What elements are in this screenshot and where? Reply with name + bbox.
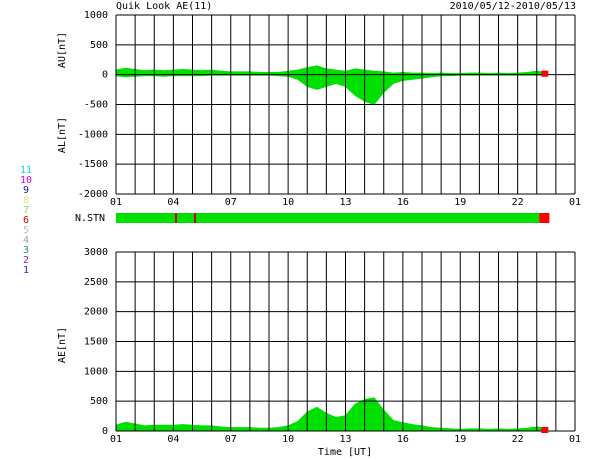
x-tick-label: 04 (167, 434, 179, 445)
x-tick-label: 07 (225, 434, 237, 445)
y-tick-label: 0 (102, 426, 108, 437)
y-tick-label: -2000 (78, 189, 108, 200)
station-dip (194, 213, 196, 223)
y-tick-label: 3000 (84, 247, 108, 258)
area (115, 74, 547, 105)
area (115, 397, 547, 432)
station-count: 6 (23, 215, 29, 226)
station-bar (116, 213, 550, 223)
latest-marker (541, 427, 549, 433)
station-count: 10 (20, 175, 32, 186)
y-tick-label: 2000 (84, 307, 108, 318)
y-tick-label: 1000 (84, 366, 108, 377)
latest-marker (541, 70, 549, 77)
x-tick-label: 19 (454, 197, 466, 208)
y-tick-label: -1000 (78, 129, 108, 140)
station-count: 1 (23, 265, 29, 276)
x-axis-label: Time [UT] (318, 447, 372, 458)
date-range: 2010/05/12-2010/05/13 (450, 1, 576, 12)
y-tick-label: 500 (90, 396, 108, 407)
y-axis-label: AU[nT] (57, 32, 68, 68)
station-count: 8 (23, 195, 29, 206)
x-tick-label: 10 (282, 434, 294, 445)
x-tick-label: 22 (512, 434, 524, 445)
x-tick-label: 22 (512, 197, 524, 208)
x-tick-label: 13 (339, 197, 351, 208)
station-drop (539, 213, 550, 223)
x-tick-label: 01 (110, 197, 122, 208)
chart-title: Quik Look AE(11) (116, 1, 212, 12)
y-tick-label: 0 (102, 70, 108, 81)
x-tick-label: 01 (569, 197, 581, 208)
x-tick-label: 07 (225, 197, 237, 208)
station-label: N.STN (75, 213, 105, 224)
y-tick-label: -1500 (78, 159, 108, 170)
x-tick-label: 04 (167, 197, 179, 208)
y-tick-label: 500 (90, 40, 108, 51)
x-tick-label: 19 (454, 434, 466, 445)
station-count: 2 (23, 255, 29, 266)
station-count: 4 (23, 235, 29, 246)
y-axis-label: AE[nT] (57, 327, 68, 363)
y-tick-label: 1000 (84, 10, 108, 21)
area (115, 65, 547, 75)
y-axis-label: AL[nT] (57, 117, 68, 153)
station-dip (175, 213, 177, 223)
station-count: 7 (23, 205, 29, 216)
x-tick-label: 13 (339, 434, 351, 445)
x-tick-label: 16 (397, 434, 409, 445)
station-count: 9 (23, 185, 29, 196)
station-count: 11 (20, 165, 32, 176)
y-tick-label: 1500 (84, 337, 108, 348)
x-tick-label: 01 (569, 434, 581, 445)
y-tick-label: 2500 (84, 277, 108, 288)
x-tick-label: 01 (110, 434, 122, 445)
y-tick-label: -500 (84, 100, 108, 111)
x-tick-label: 16 (397, 197, 409, 208)
station-count: 3 (23, 245, 29, 256)
station-count: 5 (23, 225, 29, 236)
x-tick-label: 10 (282, 197, 294, 208)
